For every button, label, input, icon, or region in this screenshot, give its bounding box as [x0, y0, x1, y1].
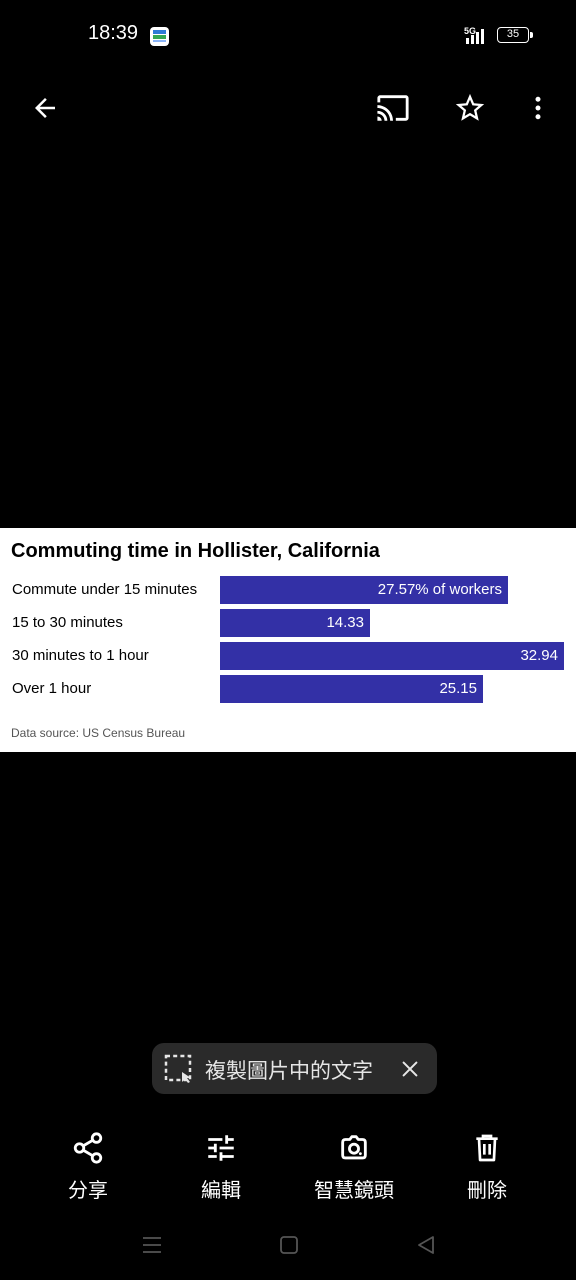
close-icon	[402, 1061, 418, 1077]
bar-value-label: 32.94	[520, 647, 558, 664]
signal-icon	[466, 29, 484, 44]
bar-value-label: 25.15	[439, 680, 477, 697]
lens-button[interactable]: 智慧鏡頭	[299, 1128, 409, 1208]
nav-home-button[interactable]	[274, 1230, 304, 1260]
edit-label: 編輯	[201, 1178, 241, 1202]
bar	[220, 642, 564, 670]
cast-icon	[377, 95, 409, 121]
copy-text-chip[interactable]: 複製圖片中的文字	[152, 1043, 437, 1094]
more-options-button[interactable]	[516, 86, 560, 130]
trash-icon	[476, 1134, 498, 1162]
lens-icon	[341, 1135, 367, 1160]
menu-lines-icon	[143, 1237, 161, 1253]
star-icon	[455, 93, 485, 121]
category-label: 30 minutes to 1 hour	[12, 647, 149, 664]
bar-value-label: 27.57% of workers	[377, 581, 502, 598]
chart-title: Commuting time in Hollister, California	[11, 540, 380, 562]
back-triangle-icon	[418, 1236, 434, 1254]
lens-label: 智慧鏡頭	[314, 1178, 394, 1202]
favorite-button[interactable]	[448, 86, 492, 130]
chart-image[interactable]: Commuting time in Hollister, California …	[0, 528, 576, 752]
share-button[interactable]: 分享	[33, 1128, 143, 1208]
bar	[220, 675, 483, 703]
back-arrow-icon	[35, 98, 55, 118]
select-text-icon	[164, 1054, 192, 1083]
back-button[interactable]	[23, 86, 67, 130]
more-vert-icon	[535, 96, 541, 120]
share-label: 分享	[68, 1178, 108, 1202]
cast-button[interactable]	[371, 86, 415, 130]
share-icon	[73, 1132, 103, 1164]
copy-text-label: 複製圖片中的文字	[205, 1059, 373, 1083]
category-label: Over 1 hour	[12, 680, 92, 697]
battery-tip	[530, 32, 533, 38]
chip-close-button[interactable]	[396, 1055, 424, 1083]
nav-back-button[interactable]	[411, 1230, 441, 1260]
edit-sliders-icon	[208, 1135, 234, 1161]
home-square-icon	[280, 1236, 298, 1254]
delete-label: 刪除	[467, 1178, 507, 1202]
battery-indicator: 35	[497, 27, 529, 43]
nav-recents-button[interactable]	[137, 1230, 167, 1260]
bar-value-label: 14.33	[326, 614, 364, 631]
bar	[220, 609, 370, 637]
category-label: 15 to 30 minutes	[12, 614, 123, 631]
bar	[220, 576, 508, 604]
status-time: 18:39	[88, 22, 139, 44]
category-label: Commute under 15 minutes	[12, 581, 198, 598]
edit-button[interactable]: 編輯	[166, 1128, 276, 1208]
app-notification-icon	[150, 27, 169, 46]
network-type: 5G	[464, 26, 477, 36]
chart-source: Data source: US Census Bureau	[11, 726, 186, 740]
delete-button[interactable]: 刪除	[432, 1128, 542, 1208]
